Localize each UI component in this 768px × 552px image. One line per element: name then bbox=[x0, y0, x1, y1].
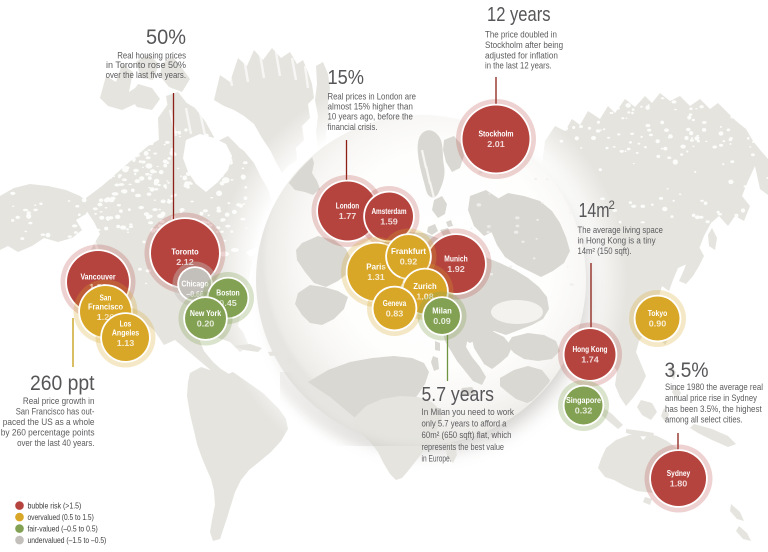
svg-text:San: San bbox=[100, 294, 112, 303]
svg-text:0.90: 0.90 bbox=[649, 319, 667, 328]
svg-text:0.45: 0.45 bbox=[219, 299, 237, 308]
svg-text:Paris: Paris bbox=[366, 263, 386, 272]
svg-text:0.09: 0.09 bbox=[433, 317, 451, 326]
svg-text:5.7 years: 5.7 years bbox=[422, 384, 495, 406]
svg-text:Sydney: Sydney bbox=[667, 469, 691, 478]
svg-text:represents the best value: represents the best value bbox=[422, 442, 505, 452]
svg-text:Real prices in London are: Real prices in London are bbox=[328, 92, 417, 102]
svg-text:among all select cities.: among all select cities. bbox=[665, 415, 743, 425]
svg-text:1.80: 1.80 bbox=[670, 479, 688, 488]
svg-text:0.92: 0.92 bbox=[400, 257, 418, 266]
svg-text:Frankfurt: Frankfurt bbox=[391, 247, 426, 256]
svg-text:2.01: 2.01 bbox=[487, 140, 505, 149]
svg-text:New York: New York bbox=[190, 309, 222, 318]
svg-text:Milan: Milan bbox=[432, 307, 452, 316]
svg-text:paced the US as a whole: paced the US as a whole bbox=[3, 417, 95, 427]
svg-text:1.74: 1.74 bbox=[581, 355, 599, 364]
svg-text:Chicago: Chicago bbox=[181, 280, 208, 289]
svg-text:Francisco: Francisco bbox=[88, 303, 123, 312]
svg-text:Since 1980 the average real: Since 1980 the average real bbox=[665, 382, 763, 392]
svg-text:Angeles: Angeles bbox=[112, 329, 140, 338]
svg-text:has been 3.5%, the highest: has been 3.5%, the highest bbox=[665, 404, 762, 414]
svg-text:60m² (650 sqft) flat, which: 60m² (650 sqft) flat, which bbox=[422, 430, 512, 440]
svg-text:0.32: 0.32 bbox=[575, 406, 593, 415]
svg-text:almost 15% higher than: almost 15% higher than bbox=[328, 102, 413, 112]
svg-text:15%: 15% bbox=[328, 66, 365, 89]
svg-text:0.20: 0.20 bbox=[197, 319, 215, 328]
svg-text:annual price rise in Sydney: annual price rise in Sydney bbox=[665, 393, 757, 403]
svg-text:14m: 14m bbox=[579, 199, 610, 222]
svg-text:London: London bbox=[336, 202, 359, 211]
svg-text:by 260 percentage points: by 260 percentage points bbox=[1, 427, 95, 437]
svg-text:Geneva: Geneva bbox=[383, 299, 407, 308]
svg-text:in Toronto rose 50%: in Toronto rose 50% bbox=[106, 60, 186, 70]
svg-text:Stockholm: Stockholm bbox=[478, 130, 513, 139]
svg-text:12 years: 12 years bbox=[487, 3, 551, 26]
svg-text:In Milan you need to work: In Milan you need to work bbox=[422, 407, 515, 417]
svg-text:Amsterdam: Amsterdam bbox=[371, 207, 406, 216]
svg-text:Boston: Boston bbox=[216, 289, 239, 298]
svg-text:Stockholm after being: Stockholm after being bbox=[485, 40, 563, 50]
svg-text:Real price growth in: Real price growth in bbox=[23, 396, 95, 406]
svg-text:1.77: 1.77 bbox=[339, 212, 357, 221]
svg-text:Singapore: Singapore bbox=[566, 396, 601, 405]
svg-text:14m² (150 sqft).: 14m² (150 sqft). bbox=[578, 246, 632, 256]
svg-text:1.92: 1.92 bbox=[447, 265, 465, 274]
svg-text:3.5%: 3.5% bbox=[665, 358, 709, 382]
svg-text:50%: 50% bbox=[146, 26, 186, 49]
svg-text:fair-valued (–0.5 to 0.5): fair-valued (–0.5 to 0.5) bbox=[28, 525, 99, 534]
svg-text:San Francisco has out-: San Francisco has out- bbox=[16, 406, 95, 416]
svg-text:2.12: 2.12 bbox=[176, 258, 194, 267]
svg-text:in the last 12 years.: in the last 12 years. bbox=[485, 61, 552, 71]
svg-text:Hong Kong: Hong Kong bbox=[572, 345, 607, 354]
svg-text:The average living space: The average living space bbox=[578, 225, 663, 235]
svg-text:Toronto: Toronto bbox=[171, 248, 198, 257]
svg-text:financial crisis.: financial crisis. bbox=[328, 122, 378, 132]
svg-text:Tokyo: Tokyo bbox=[648, 309, 668, 318]
svg-text:1.31: 1.31 bbox=[367, 273, 385, 282]
svg-text:1.13: 1.13 bbox=[117, 339, 135, 348]
svg-text:Zurich: Zurich bbox=[413, 282, 436, 291]
svg-text:overvalued (0.5 to 1.5): overvalued (0.5 to 1.5) bbox=[28, 513, 95, 522]
svg-text:1.26: 1.26 bbox=[97, 313, 115, 322]
svg-text:undervalued (–1.5 to –0.5): undervalued (–1.5 to –0.5) bbox=[28, 536, 107, 545]
svg-text:only 5.7 years to afford a: only 5.7 years to afford a bbox=[422, 419, 508, 429]
svg-text:The price doubled in: The price doubled in bbox=[485, 30, 557, 40]
svg-text:in Europe.: in Europe. bbox=[422, 453, 452, 463]
svg-text:Vancouver: Vancouver bbox=[80, 273, 116, 282]
svg-text:1.08: 1.08 bbox=[416, 292, 434, 301]
svg-text:over the last five years.: over the last five years. bbox=[106, 70, 186, 80]
svg-text:adjusted for inflation: adjusted for inflation bbox=[485, 50, 558, 60]
svg-text:Munich: Munich bbox=[444, 255, 467, 264]
svg-text:−0.66: −0.66 bbox=[186, 290, 204, 299]
svg-text:Los: Los bbox=[120, 320, 132, 329]
svg-text:in Hong Kong is a tiny: in Hong Kong is a tiny bbox=[578, 235, 657, 245]
svg-text:1.59: 1.59 bbox=[380, 217, 398, 226]
svg-text:0.83: 0.83 bbox=[386, 309, 404, 318]
svg-text:Real housing prices: Real housing prices bbox=[117, 51, 186, 61]
svg-text:over the last 40 years.: over the last 40 years. bbox=[17, 438, 94, 448]
svg-text:bubble risk (>1.5): bubble risk (>1.5) bbox=[28, 502, 82, 511]
svg-text:10 years ago, before the: 10 years ago, before the bbox=[328, 112, 413, 122]
svg-text:2: 2 bbox=[609, 200, 615, 212]
svg-text:260 ppt: 260 ppt bbox=[30, 372, 95, 395]
